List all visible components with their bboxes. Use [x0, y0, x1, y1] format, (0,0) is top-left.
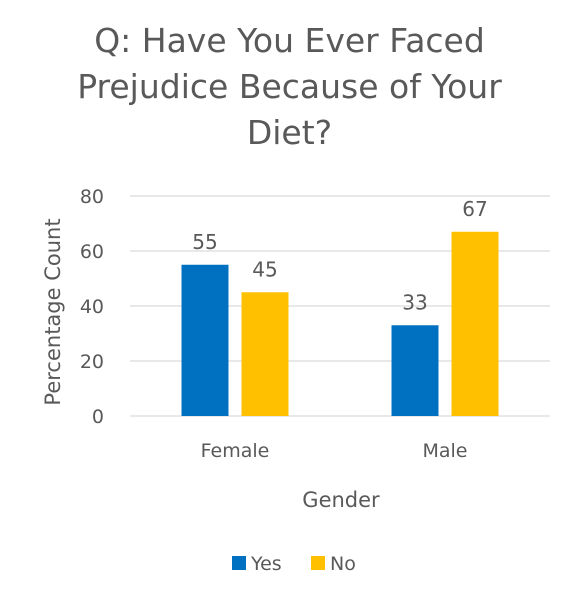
- y-tick-labels: 0 20 40 60 80: [80, 186, 104, 428]
- bars: [181, 231, 499, 416]
- data-label: 45: [252, 257, 277, 281]
- legend-swatch-yes: [232, 556, 246, 570]
- y-tick-label: 0: [92, 406, 104, 428]
- data-label: 67: [462, 197, 487, 221]
- chart-title: Q: Have You Ever Faced Prejudice Because…: [77, 21, 502, 152]
- y-tick-label: 40: [80, 296, 104, 318]
- x-category-label: Male: [422, 440, 467, 462]
- x-category-label: Female: [201, 440, 270, 462]
- y-tick-label: 60: [80, 241, 104, 263]
- legend-label-no: No: [330, 553, 356, 575]
- legend-swatch-no: [311, 556, 325, 570]
- legend: Yes No: [232, 553, 356, 575]
- y-tick-label: 80: [80, 186, 104, 208]
- x-axis-title: Gender: [302, 488, 380, 512]
- bar-no-male: [451, 231, 499, 416]
- y-tick-label: 20: [80, 351, 104, 373]
- legend-label-yes: Yes: [250, 553, 282, 575]
- data-labels: 55 45 33 67: [192, 197, 487, 315]
- bar-yes-female: [181, 264, 229, 416]
- data-label: 33: [402, 290, 427, 314]
- x-category-labels: Female Male: [201, 440, 468, 462]
- y-axis-title: Percentage Count: [41, 218, 65, 405]
- bar-yes-male: [391, 325, 439, 416]
- bar-no-female: [241, 292, 289, 416]
- data-label: 55: [192, 230, 217, 254]
